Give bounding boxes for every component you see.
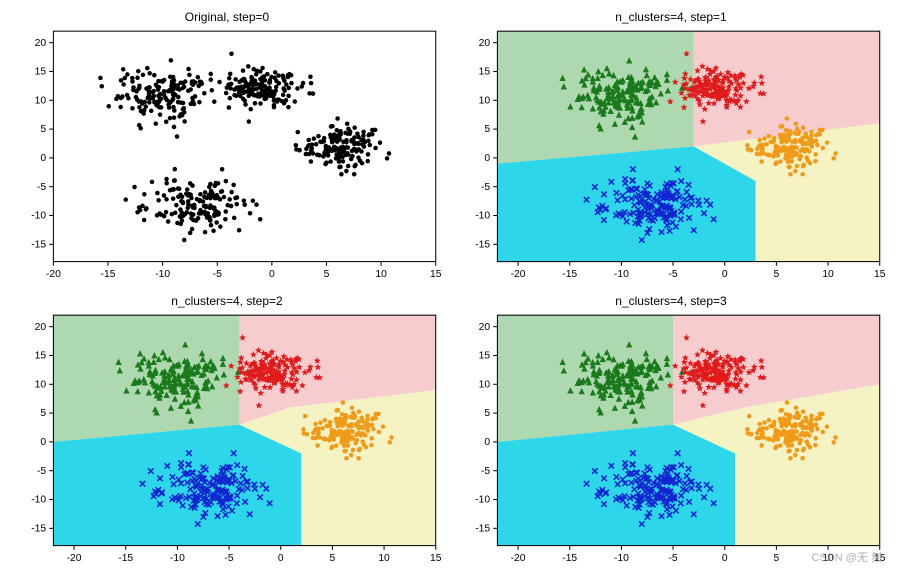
watermark-text: CSDN @无 刻 bbox=[812, 549, 882, 565]
svg-text:5: 5 bbox=[40, 409, 46, 420]
svg-text:-5: -5 bbox=[213, 269, 222, 280]
svg-text:-20: -20 bbox=[67, 553, 82, 564]
svg-text:0: 0 bbox=[40, 437, 46, 448]
svg-text:5: 5 bbox=[484, 409, 490, 420]
svg-text:20: 20 bbox=[479, 38, 491, 49]
svg-text:10: 10 bbox=[378, 553, 390, 564]
svg-text:5: 5 bbox=[324, 269, 330, 280]
svg-text:-5: -5 bbox=[668, 269, 677, 280]
svg-text:-10: -10 bbox=[614, 269, 629, 280]
svg-text:10: 10 bbox=[479, 380, 491, 391]
svg-text:0: 0 bbox=[484, 153, 490, 164]
svg-text:15: 15 bbox=[35, 351, 47, 362]
svg-text:15: 15 bbox=[874, 269, 886, 280]
svg-text:10: 10 bbox=[822, 269, 834, 280]
svg-text:-20: -20 bbox=[46, 269, 61, 280]
figure-grid: Original, step=0 -20 -15 -10 -5 0 5 10 15 -15 -10… bbox=[10, 10, 888, 560]
svg-text:-15: -15 bbox=[31, 239, 46, 250]
svg-text:-15: -15 bbox=[562, 553, 577, 564]
svg-text:5: 5 bbox=[40, 124, 46, 135]
svg-text:-15: -15 bbox=[475, 524, 490, 535]
svg-text:-5: -5 bbox=[481, 466, 490, 477]
svg-text:0: 0 bbox=[40, 153, 46, 164]
svg-text:-10: -10 bbox=[31, 211, 46, 222]
svg-text:-10: -10 bbox=[475, 211, 490, 222]
svg-text:15: 15 bbox=[430, 553, 442, 564]
panel-title: n_clusters=4, step=3 bbox=[615, 294, 726, 308]
panel-3: n_clusters=4, step=3 -20 -15 -10 -5 0 5 10 15 -1… bbox=[454, 294, 888, 568]
svg-text:-5: -5 bbox=[224, 553, 233, 564]
svg-text:0: 0 bbox=[278, 553, 284, 564]
svg-text:-10: -10 bbox=[31, 495, 46, 506]
svg-text:20: 20 bbox=[35, 38, 47, 49]
svg-text:-15: -15 bbox=[118, 553, 133, 564]
svg-text:-5: -5 bbox=[668, 553, 677, 564]
svg-text:15: 15 bbox=[35, 67, 47, 78]
svg-text:-10: -10 bbox=[170, 553, 185, 564]
svg-text:5: 5 bbox=[484, 124, 490, 135]
svg-text:0: 0 bbox=[484, 437, 490, 448]
svg-text:15: 15 bbox=[479, 67, 491, 78]
panel-svg-1: -20 -15 -10 -5 0 5 10 15 -15 -10 -5 0 5 10 15 20 bbox=[454, 26, 888, 284]
svg-text:0: 0 bbox=[722, 269, 728, 280]
svg-text:-10: -10 bbox=[475, 495, 490, 506]
svg-text:10: 10 bbox=[479, 95, 491, 106]
svg-text:10: 10 bbox=[375, 269, 387, 280]
svg-text:-15: -15 bbox=[101, 269, 116, 280]
panel-title: n_clusters=4, step=1 bbox=[615, 10, 726, 24]
svg-text:-5: -5 bbox=[37, 466, 46, 477]
svg-text:5: 5 bbox=[774, 269, 780, 280]
panel-svg-2: -20 -15 -10 -5 0 5 10 15 -15 -10 -5 0 5 10 15 20 bbox=[10, 310, 444, 568]
svg-text:10: 10 bbox=[35, 95, 47, 106]
panel-1: n_clusters=4, step=1 -20 -15 -10 -5 0 5 10 15 -1… bbox=[454, 10, 888, 284]
panel-svg-0: -20 -15 -10 -5 0 5 10 15 -15 -10 -5 0 5 10 15 20 bbox=[10, 26, 444, 284]
svg-text:-15: -15 bbox=[562, 269, 577, 280]
svg-text:-15: -15 bbox=[475, 239, 490, 250]
svg-text:20: 20 bbox=[35, 322, 47, 333]
svg-text:-20: -20 bbox=[511, 553, 526, 564]
svg-text:-10: -10 bbox=[155, 269, 170, 280]
svg-text:5: 5 bbox=[774, 553, 780, 564]
panel-0: Original, step=0 -20 -15 -10 -5 0 5 10 15 -15 -10… bbox=[10, 10, 444, 284]
svg-text:5: 5 bbox=[330, 553, 336, 564]
svg-text:20: 20 bbox=[479, 322, 491, 333]
svg-text:15: 15 bbox=[479, 351, 491, 362]
panel-title: Original, step=0 bbox=[185, 10, 269, 24]
panel-title: n_clusters=4, step=2 bbox=[171, 294, 282, 308]
svg-text:15: 15 bbox=[430, 269, 442, 280]
panel-2: n_clusters=4, step=2 -20 -15 -10 -5 0 5 10 15 -1… bbox=[10, 294, 444, 568]
svg-text:0: 0 bbox=[269, 269, 275, 280]
svg-text:-20: -20 bbox=[511, 269, 526, 280]
panel-svg-3: -20-15-10-5051015-15-10-505101520 bbox=[454, 310, 888, 568]
svg-text:-5: -5 bbox=[37, 182, 46, 193]
svg-text:0: 0 bbox=[722, 553, 728, 564]
svg-text:10: 10 bbox=[35, 380, 47, 391]
svg-text:-5: -5 bbox=[481, 182, 490, 193]
svg-text:-10: -10 bbox=[614, 553, 629, 564]
svg-text:-15: -15 bbox=[31, 524, 46, 535]
